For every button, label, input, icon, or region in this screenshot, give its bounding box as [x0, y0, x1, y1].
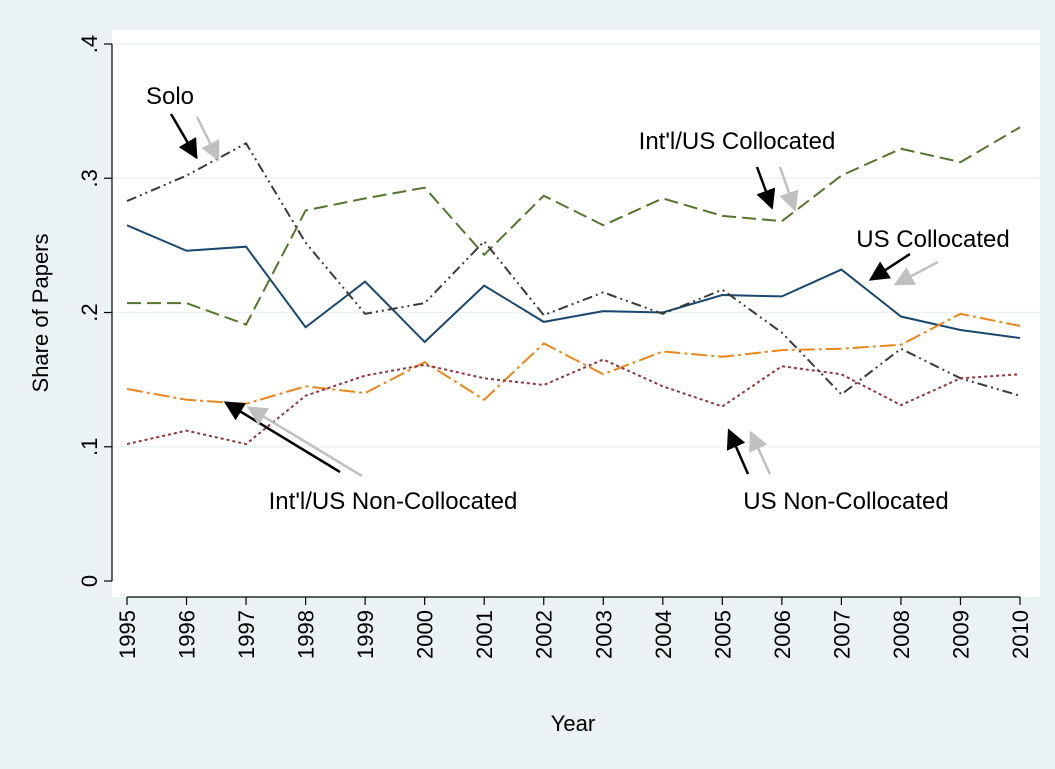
arrow [868, 252, 911, 281]
x-tick-label: 2006 [770, 610, 795, 659]
y-tick-label: 0 [77, 575, 102, 587]
x-tick-label: 2010 [1008, 610, 1033, 659]
y-axis-label: Share of Papers [28, 234, 53, 393]
series-line [127, 126, 1021, 326]
y-tick-label: .2 [77, 303, 102, 321]
arrow [726, 428, 750, 475]
x-tick-label: 2007 [829, 610, 854, 659]
x-tick-label: 1996 [175, 610, 200, 659]
series-line [126, 142, 1021, 397]
y-tick-label: .1 [77, 438, 102, 456]
grid [112, 43, 1040, 448]
annotation: Int'l/US Collocated [639, 128, 836, 155]
arrows [169, 113, 939, 478]
x-tick-label: 2008 [889, 610, 914, 659]
arrow [169, 113, 198, 160]
arrow [778, 166, 799, 212]
series-line [126, 224, 1021, 344]
x-tick-label: 2005 [710, 610, 735, 659]
x-tick-label: 2009 [948, 610, 973, 659]
x-tick-label: 1997 [234, 610, 259, 659]
x-tick-label: 1999 [353, 610, 378, 659]
x-tick-label: 2001 [472, 610, 497, 659]
y-tick-label: .4 [77, 35, 102, 53]
series-line [126, 312, 1021, 405]
arrow [893, 260, 939, 286]
arrow [749, 430, 772, 475]
x-tick-label: 2000 [413, 610, 438, 659]
x-tick-label: 2004 [651, 610, 676, 659]
annotations: Solo Int'l/US Collocated US Collocated I… [146, 83, 1010, 515]
annotation: Int'l/US Non-Collocated [269, 488, 518, 515]
y-tick-label: .3 [77, 169, 102, 187]
plot-area [112, 30, 1040, 597]
annotation: US Non-Collocated [743, 488, 948, 515]
arrow [755, 166, 776, 210]
x-tick-label: 1995 [115, 610, 140, 659]
x-axis-label: Year [551, 711, 595, 736]
lines [126, 126, 1021, 446]
series-line [126, 358, 1021, 446]
arrow [195, 116, 220, 162]
arrow [246, 406, 363, 478]
x-tick-label: 1998 [294, 610, 319, 659]
x-tick-label: 2002 [532, 610, 557, 659]
arrow [223, 401, 341, 474]
annotation: Solo [146, 83, 194, 110]
annotation: US Collocated [856, 226, 1009, 253]
x-tick-label: 2003 [591, 610, 616, 659]
